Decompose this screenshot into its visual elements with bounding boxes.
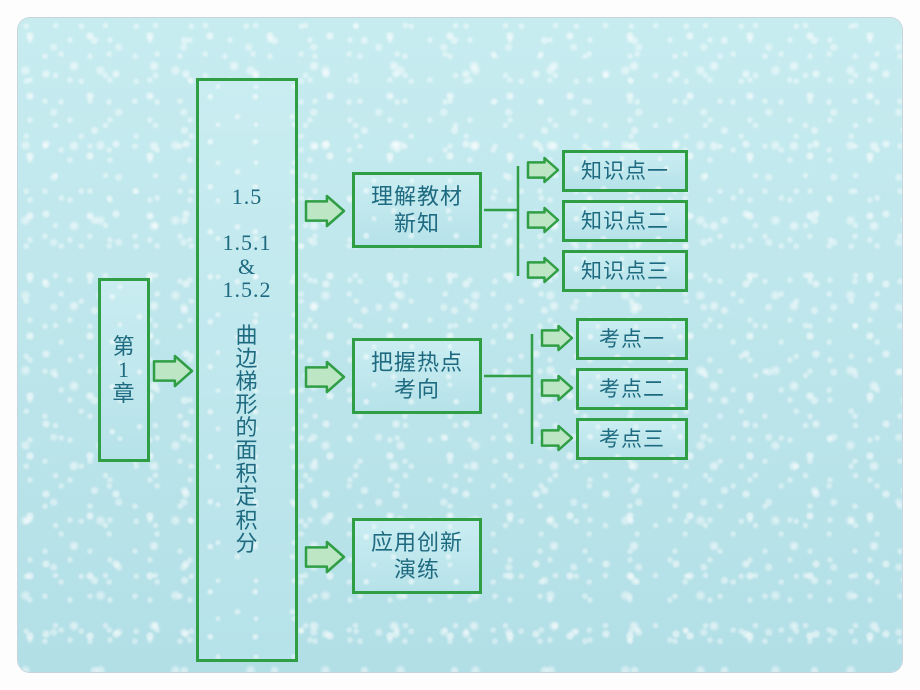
node-section-text: 1.5 1.5.1 & 1.5.2 曲 边 梯 形 的 面 积 定 积 分 bbox=[223, 185, 272, 555]
diagram-stage: 第 1 章 1.5 1.5.1 & 1.5.2 曲 边 梯 形 的 面 积 定 … bbox=[18, 18, 902, 672]
node-point-k3: 知识点三 bbox=[562, 250, 688, 292]
node-grasp-text: 把握热点 考向 bbox=[371, 349, 463, 404]
node-understand-text: 理解教材 新知 bbox=[371, 183, 463, 238]
node-section: 1.5 1.5.1 & 1.5.2 曲 边 梯 形 的 面 积 定 积 分 bbox=[196, 78, 298, 662]
node-grasp: 把握热点 考向 bbox=[352, 338, 482, 414]
node-apply-text: 应用创新 演练 bbox=[371, 529, 463, 584]
node-apply: 应用创新 演练 bbox=[352, 518, 482, 594]
node-point-k3-text: 知识点三 bbox=[581, 258, 669, 284]
node-chapter: 第 1 章 bbox=[98, 278, 150, 462]
node-point-k1-text: 知识点一 bbox=[581, 158, 669, 184]
node-point-e2-text: 考点二 bbox=[599, 376, 665, 402]
node-chapter-text: 第 1 章 bbox=[112, 335, 135, 404]
node-point-e1-text: 考点一 bbox=[599, 326, 665, 352]
node-point-k2: 知识点二 bbox=[562, 200, 688, 242]
slide-frame: 第 1 章 1.5 1.5.1 & 1.5.2 曲 边 梯 形 的 面 积 定 … bbox=[18, 18, 902, 672]
node-point-k2-text: 知识点二 bbox=[581, 208, 669, 234]
node-point-e1: 考点一 bbox=[576, 318, 688, 360]
node-point-e3-text: 考点三 bbox=[599, 426, 665, 452]
node-understand: 理解教材 新知 bbox=[352, 172, 482, 248]
node-point-e2: 考点二 bbox=[576, 368, 688, 410]
node-point-e3: 考点三 bbox=[576, 418, 688, 460]
node-point-k1: 知识点一 bbox=[562, 150, 688, 192]
